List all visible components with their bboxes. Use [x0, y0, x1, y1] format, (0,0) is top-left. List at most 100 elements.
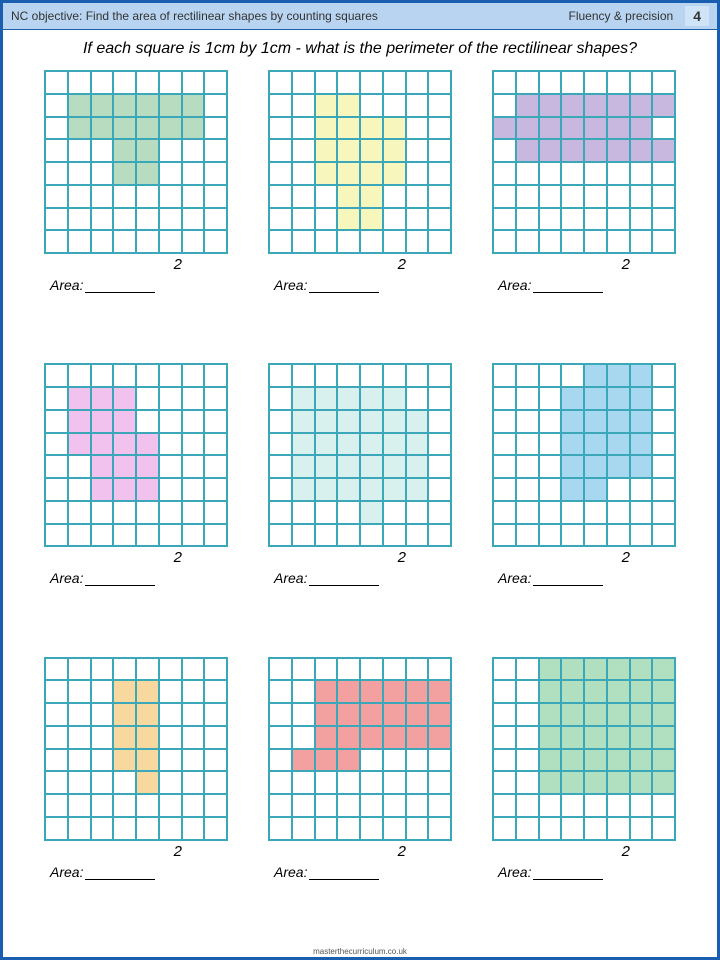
grid-square [269, 410, 292, 433]
grid-square [45, 501, 68, 524]
grid-square [383, 703, 406, 726]
grid-square [428, 817, 451, 840]
grid-square [383, 162, 406, 185]
grid-square [68, 162, 91, 185]
grid-square [360, 794, 383, 817]
grid-square [45, 433, 68, 456]
grid-square [584, 208, 607, 231]
grid-square [182, 94, 205, 117]
area-label: Area: [44, 570, 228, 586]
grid-square [113, 185, 136, 208]
grid-square [584, 501, 607, 524]
grid-square [630, 117, 653, 140]
grid-square [315, 185, 338, 208]
grid-square [383, 139, 406, 162]
grid-square [584, 387, 607, 410]
grid-square [68, 410, 91, 433]
grid-square [539, 94, 562, 117]
grid-square [516, 387, 539, 410]
grid-square [406, 817, 429, 840]
grid-square [383, 749, 406, 772]
grid-square [516, 71, 539, 94]
grid-square [337, 501, 360, 524]
grid-square [45, 817, 68, 840]
grid-square [159, 185, 182, 208]
answer-blank[interactable] [533, 868, 603, 880]
answer-blank[interactable] [309, 574, 379, 586]
grid-square [204, 794, 227, 817]
grid-square [539, 230, 562, 253]
grid-square [159, 230, 182, 253]
grid-square [652, 433, 675, 456]
grid-square [406, 139, 429, 162]
answer-blank[interactable] [85, 868, 155, 880]
grid-square [493, 410, 516, 433]
grid-square [493, 794, 516, 817]
answer-blank[interactable] [85, 281, 155, 293]
grid-square [68, 230, 91, 253]
grid-square [493, 749, 516, 772]
grid-square [315, 455, 338, 478]
grid-square [204, 524, 227, 547]
grid-square [539, 817, 562, 840]
grid-square [607, 433, 630, 456]
grid-square [269, 749, 292, 772]
grid-square [652, 501, 675, 524]
grid-square [315, 478, 338, 501]
grid-square [607, 410, 630, 433]
answer-blank[interactable] [309, 281, 379, 293]
grid-square [45, 185, 68, 208]
area-label: Area: [492, 277, 676, 293]
grid-square [136, 726, 159, 749]
grid-square [292, 749, 315, 772]
grid-square [584, 478, 607, 501]
answer-blank[interactable] [85, 574, 155, 586]
grid-square [539, 501, 562, 524]
grid-square [292, 524, 315, 547]
grid-square [91, 771, 114, 794]
grid-square [91, 455, 114, 478]
grid-square [45, 139, 68, 162]
grid-square [68, 771, 91, 794]
grid-square [630, 478, 653, 501]
grid-square [539, 455, 562, 478]
grid-square [113, 208, 136, 231]
grid-square [516, 726, 539, 749]
grid-square [337, 524, 360, 547]
grid-square [630, 162, 653, 185]
grid-square [539, 162, 562, 185]
grid-square [406, 71, 429, 94]
grid-square [652, 478, 675, 501]
grid-square [607, 524, 630, 547]
grid-square [292, 117, 315, 140]
grid-square [584, 139, 607, 162]
grid-square [204, 230, 227, 253]
grid-square [113, 410, 136, 433]
grid-square [136, 501, 159, 524]
answer-blank[interactable] [309, 868, 379, 880]
grid-square [113, 387, 136, 410]
grid-square [68, 455, 91, 478]
answer-blank[interactable] [533, 281, 603, 293]
answer-blank[interactable] [533, 574, 603, 586]
grid-square [113, 162, 136, 185]
grid-square [561, 501, 584, 524]
grid-square [539, 726, 562, 749]
grid-square [269, 208, 292, 231]
grid-square [406, 387, 429, 410]
grid-square [630, 387, 653, 410]
grid-square [539, 117, 562, 140]
grid-square [584, 749, 607, 772]
grid-square [584, 410, 607, 433]
grid-square [652, 364, 675, 387]
grid-square [91, 364, 114, 387]
grid-square [292, 433, 315, 456]
grid-square [516, 658, 539, 681]
grid-square [337, 364, 360, 387]
grid-square [428, 162, 451, 185]
grid-square [136, 771, 159, 794]
grid-square [428, 387, 451, 410]
grid-square [652, 230, 675, 253]
grid-square [652, 794, 675, 817]
grid-square [159, 817, 182, 840]
